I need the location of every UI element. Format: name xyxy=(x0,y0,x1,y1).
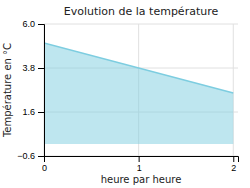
line xyxy=(44,43,233,93)
grid xyxy=(44,24,238,156)
tick: 0 xyxy=(42,156,47,173)
tick-mark xyxy=(38,24,44,25)
title: Evolution de la température xyxy=(64,5,219,18)
y-axis: −0.6 1.6 3.8 6.0 xyxy=(17,19,44,161)
tick: 2 xyxy=(231,156,236,173)
tick-label: 6.0 xyxy=(22,19,35,29)
tick-label: −0.6 xyxy=(17,151,35,161)
chart: 0 1 2 −0.6 1.6 3.8 6.0 Evolution de la températ… xyxy=(0,0,250,188)
tick-label: 3.8 xyxy=(22,63,35,73)
tick: 3.8 xyxy=(22,63,44,73)
tick: −0.6 xyxy=(17,151,44,161)
area xyxy=(44,43,233,144)
tick: 1.6 xyxy=(22,107,44,117)
tick-mark xyxy=(38,68,44,69)
axis-line xyxy=(45,157,239,163)
x-axis: 0 1 2 xyxy=(42,156,239,173)
tick-mark xyxy=(139,156,140,162)
tick-label: 1 xyxy=(137,163,142,173)
axis-line xyxy=(38,25,45,157)
tick-label: 0 xyxy=(42,163,47,173)
tick: 1 xyxy=(137,156,142,173)
grid-line xyxy=(44,24,238,25)
tick-label: 2 xyxy=(231,163,236,173)
tick-mark xyxy=(38,156,44,157)
plot: 0 1 2 −0.6 1.6 3.8 6.0 xyxy=(17,19,238,173)
tick-mark xyxy=(38,112,44,113)
y-axis-title: Température en °C xyxy=(2,43,13,138)
x-axis-title: heure par heure xyxy=(101,174,182,185)
tick-label: 1.6 xyxy=(22,107,35,117)
tick: 6.0 xyxy=(22,19,44,29)
tick-mark xyxy=(233,156,234,162)
marks xyxy=(44,43,233,144)
